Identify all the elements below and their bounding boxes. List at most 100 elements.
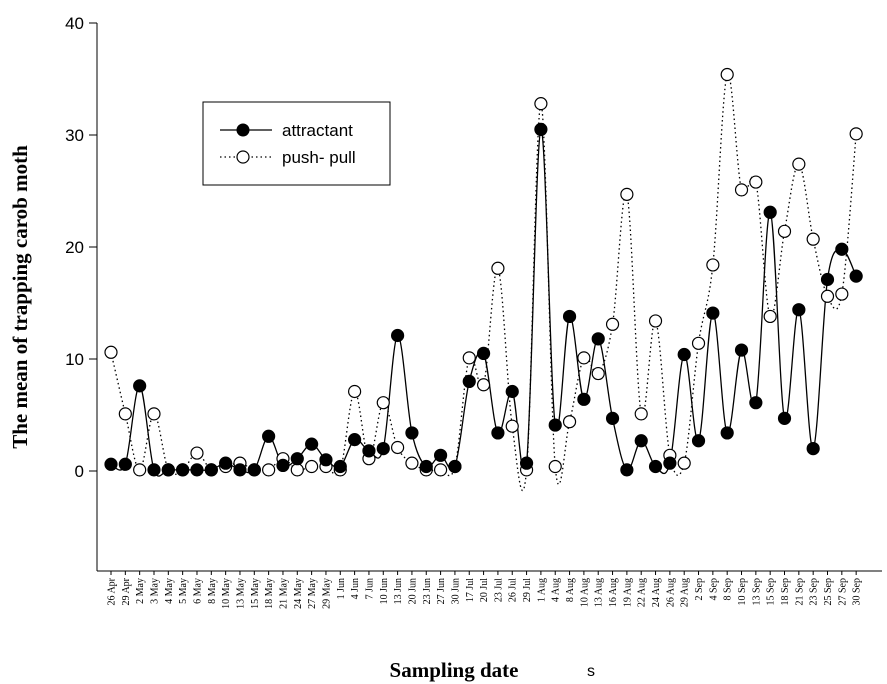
data-point-push-pull: [462, 351, 476, 365]
x-tick-label: 24 Aug: [651, 578, 662, 607]
x-tick-label: 20 Jul: [479, 578, 490, 602]
x-tick-label: 7 Jun: [364, 578, 375, 599]
x-tick-label: 15 May: [250, 578, 261, 609]
data-point-push-pull: [433, 463, 448, 477]
x-tick-label: 5 May: [178, 578, 189, 604]
data-point-push-pull: [491, 261, 505, 275]
data-point-attractant: [333, 459, 347, 474]
data-point-attractant: [362, 444, 376, 458]
x-tick-label: 13 Jun: [393, 578, 404, 604]
x-tick-label: 3 May: [149, 578, 160, 604]
data-point-attractant: [792, 303, 806, 317]
x-tick-label: 1 Jun: [336, 578, 347, 599]
x-tick-label: 10 Sep: [737, 578, 748, 606]
x-tick-label: 24 May: [293, 578, 304, 609]
x-tick-label: 26 Jul: [508, 578, 519, 602]
data-point-attractant: [663, 456, 677, 470]
data-point-push-pull: [677, 456, 691, 470]
data-point-attractant: [749, 396, 763, 410]
x-tick-label: 10 Aug: [579, 578, 590, 607]
data-point-push-pull: [262, 463, 276, 477]
data-point-attractant: [534, 122, 548, 136]
y-tick-label: 10: [65, 350, 84, 369]
x-tick-label: 13 May: [235, 578, 246, 609]
x-tick-label: 18 Sep: [780, 578, 791, 606]
x-ticks: 26 Apr 29 Apr 2 May 3 May 4 May 5 May 6 May 8 M…: [107, 571, 863, 609]
x-tick-label: 2 May: [135, 578, 146, 604]
data-point-push-pull: [147, 407, 161, 421]
data-point-attractant: [448, 459, 462, 474]
y-axis: 0 10 20 30 40: [65, 14, 98, 571]
data-point-attractant: [835, 242, 849, 256]
data-point-attractant: [605, 411, 620, 425]
data-point-push-pull: [534, 97, 548, 111]
data-point-push-pull: [118, 407, 132, 421]
data-point-attractant: [247, 463, 261, 477]
data-point-attractant: [233, 463, 247, 477]
x-tick-label: 10 Jun: [379, 578, 390, 604]
legend-marker-attractant: [236, 123, 250, 137]
data-point-attractant: [706, 306, 720, 320]
x-tick-label: 21 Sep: [794, 578, 805, 606]
x-tick-label: 23 Jul: [493, 578, 504, 602]
data-point-push-pull: [391, 440, 405, 455]
data-point-push-pull: [476, 378, 491, 392]
data-point-attractant: [763, 205, 777, 219]
data-point-attractant: [620, 463, 634, 477]
y-tick-label: 20: [65, 238, 84, 257]
x-tick-label: 4 Sep: [708, 578, 719, 601]
data-point-push-pull: [763, 309, 777, 324]
data-point-push-pull: [648, 314, 663, 328]
legend-box: [202, 101, 391, 186]
data-point-push-pull: [348, 384, 362, 399]
data-point-push-pull: [792, 157, 806, 171]
x-tick-label: 18 May: [264, 578, 275, 609]
data-point-attractant: [419, 459, 433, 474]
data-point-attractant: [562, 309, 577, 324]
y-tick-label: 0: [75, 462, 84, 481]
data-point-attractant: [204, 463, 218, 477]
x-tick-label: 26 Apr: [107, 577, 118, 605]
data-point-push-pull: [835, 287, 849, 301]
x-tick-label: 26 Aug: [665, 578, 676, 607]
data-point-attractant: [505, 384, 519, 399]
data-point-attractant: [734, 343, 749, 357]
data-point-push-pull: [562, 415, 577, 429]
series-layer: [104, 67, 863, 492]
data-point-push-pull: [104, 345, 118, 359]
data-point-push-pull: [133, 463, 147, 477]
data-point-push-pull: [405, 456, 419, 470]
data-point-attractant: [849, 269, 863, 283]
data-point-push-pull: [620, 187, 634, 201]
data-point-push-pull: [190, 446, 204, 460]
x-tick-label: 20 Jun: [407, 578, 418, 604]
data-point-attractant: [577, 392, 591, 406]
x-tick-label: 8 Sep: [723, 578, 734, 601]
data-point-attractant: [104, 457, 118, 471]
data-point-push-pull: [749, 175, 763, 189]
x-tick-label: 4 Aug: [551, 578, 562, 602]
data-point-attractant: [820, 272, 835, 287]
data-point-push-pull: [605, 317, 620, 331]
data-point-push-pull: [290, 463, 304, 477]
x-tick-label: 25 Sep: [823, 578, 834, 606]
data-point-attractant: [161, 463, 175, 477]
x-tick-label: 17 Jul: [465, 578, 476, 602]
x-tick-label: 4 May: [164, 578, 175, 604]
x-tick-label: 13 Aug: [594, 578, 605, 607]
x-tick-label: 21 May: [278, 578, 289, 609]
legend-label-push-pull: push- pull: [282, 148, 356, 167]
data-point-attractant: [777, 411, 792, 425]
x-tick-label: 8 May: [207, 578, 218, 604]
legend-label-attractant: attractant: [282, 121, 353, 140]
data-point-push-pull: [691, 336, 706, 350]
data-point-attractant: [133, 379, 147, 393]
x-tick-label: 27 Sep: [837, 578, 848, 606]
x-tick-label: 22 Aug: [637, 578, 648, 607]
x-tick-label: 27 Jun: [436, 578, 447, 604]
x-tick-label: 19 Aug: [622, 578, 633, 607]
legend-marker-push-pull: [236, 150, 250, 164]
data-point-attractant: [118, 457, 132, 471]
x-tick-label: 2 Sep: [694, 578, 705, 601]
